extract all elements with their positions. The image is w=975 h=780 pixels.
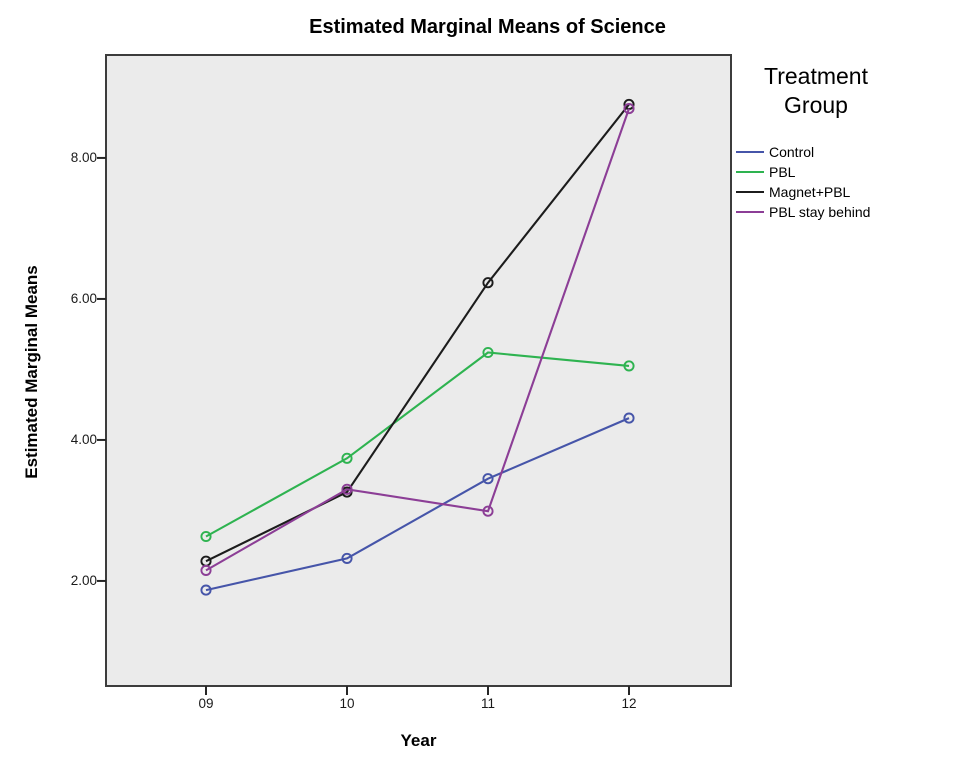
legend-item-label: PBL stay behind bbox=[769, 204, 871, 220]
data-point-marker bbox=[623, 103, 635, 115]
legend-item: Control bbox=[736, 142, 961, 162]
data-point-marker bbox=[482, 346, 494, 359]
y-tick-label: 4.00 bbox=[70, 431, 97, 447]
x-tick-label: 11 bbox=[480, 696, 495, 711]
legend-items: Control PBL Magnet+PBL PBL stay behind bbox=[736, 142, 961, 222]
y-tick-label: 6.00 bbox=[70, 290, 97, 306]
data-point-marker bbox=[200, 584, 212, 596]
data-point-marker bbox=[341, 452, 353, 464]
legend-item: PBL stay behind bbox=[736, 202, 961, 222]
series-line-pbl-stay-behind bbox=[205, 108, 630, 572]
legend-item: Magnet+PBL bbox=[736, 182, 961, 202]
data-point-marker bbox=[623, 360, 635, 372]
legend-swatch-icon bbox=[736, 151, 764, 153]
y-tick-label: 2.00 bbox=[70, 572, 97, 588]
series-line-magnet-pbl bbox=[205, 103, 630, 563]
data-point-marker bbox=[341, 483, 353, 495]
legend: Treatment Group Control PBL Magnet+PBL PBL … bbox=[736, 62, 961, 222]
y-tick-label: 8.00 bbox=[70, 149, 97, 165]
x-tick-label: 10 bbox=[339, 696, 355, 711]
x-tick-label: 09 bbox=[198, 696, 214, 711]
data-point-marker bbox=[341, 552, 353, 564]
x-tick-label: 12 bbox=[621, 696, 637, 711]
legend-title: Treatment Group bbox=[764, 63, 868, 118]
data-point-marker bbox=[200, 564, 212, 576]
legend-item-label: Control bbox=[769, 144, 815, 160]
series-line-pbl bbox=[205, 351, 630, 538]
data-point-marker bbox=[482, 473, 494, 485]
legend-item-label: Magnet+PBL bbox=[769, 184, 851, 200]
data-point-marker bbox=[623, 412, 635, 424]
legend-item-label: PBL bbox=[769, 164, 796, 180]
data-point-marker bbox=[482, 277, 494, 289]
legend-swatch-icon bbox=[736, 211, 764, 213]
data-point-marker bbox=[200, 530, 212, 543]
data-point-marker bbox=[482, 505, 494, 517]
chart-title: Estimated Marginal Means of Science bbox=[309, 16, 666, 38]
series-line-control bbox=[205, 417, 630, 592]
legend-swatch-icon bbox=[736, 171, 764, 173]
x-axis-label: Year bbox=[400, 731, 437, 750]
legend-swatch-icon bbox=[736, 191, 764, 193]
plot-area bbox=[105, 54, 732, 687]
legend-item: PBL bbox=[736, 162, 961, 182]
